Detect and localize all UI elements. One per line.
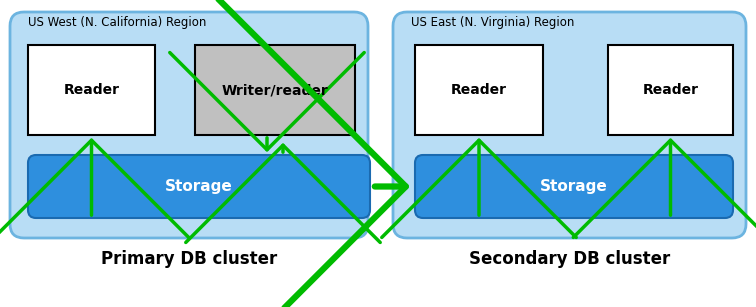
Text: Writer/reader: Writer/reader (222, 83, 328, 97)
Bar (28, 45, 155, 135)
FancyBboxPatch shape (28, 155, 370, 218)
Bar (608, 45, 733, 135)
Bar (195, 45, 355, 135)
Bar (415, 45, 543, 135)
Text: Reader: Reader (64, 83, 119, 97)
FancyBboxPatch shape (393, 12, 746, 238)
Text: Secondary DB cluster: Secondary DB cluster (469, 250, 670, 268)
Text: Reader: Reader (451, 83, 507, 97)
Text: Reader: Reader (643, 83, 699, 97)
FancyBboxPatch shape (10, 12, 368, 238)
Text: US East (N. Virginia) Region: US East (N. Virginia) Region (411, 16, 575, 29)
Text: Primary DB cluster: Primary DB cluster (101, 250, 277, 268)
Text: Storage: Storage (540, 179, 608, 194)
Text: Storage: Storage (165, 179, 233, 194)
FancyBboxPatch shape (415, 155, 733, 218)
Text: US West (N. California) Region: US West (N. California) Region (28, 16, 206, 29)
